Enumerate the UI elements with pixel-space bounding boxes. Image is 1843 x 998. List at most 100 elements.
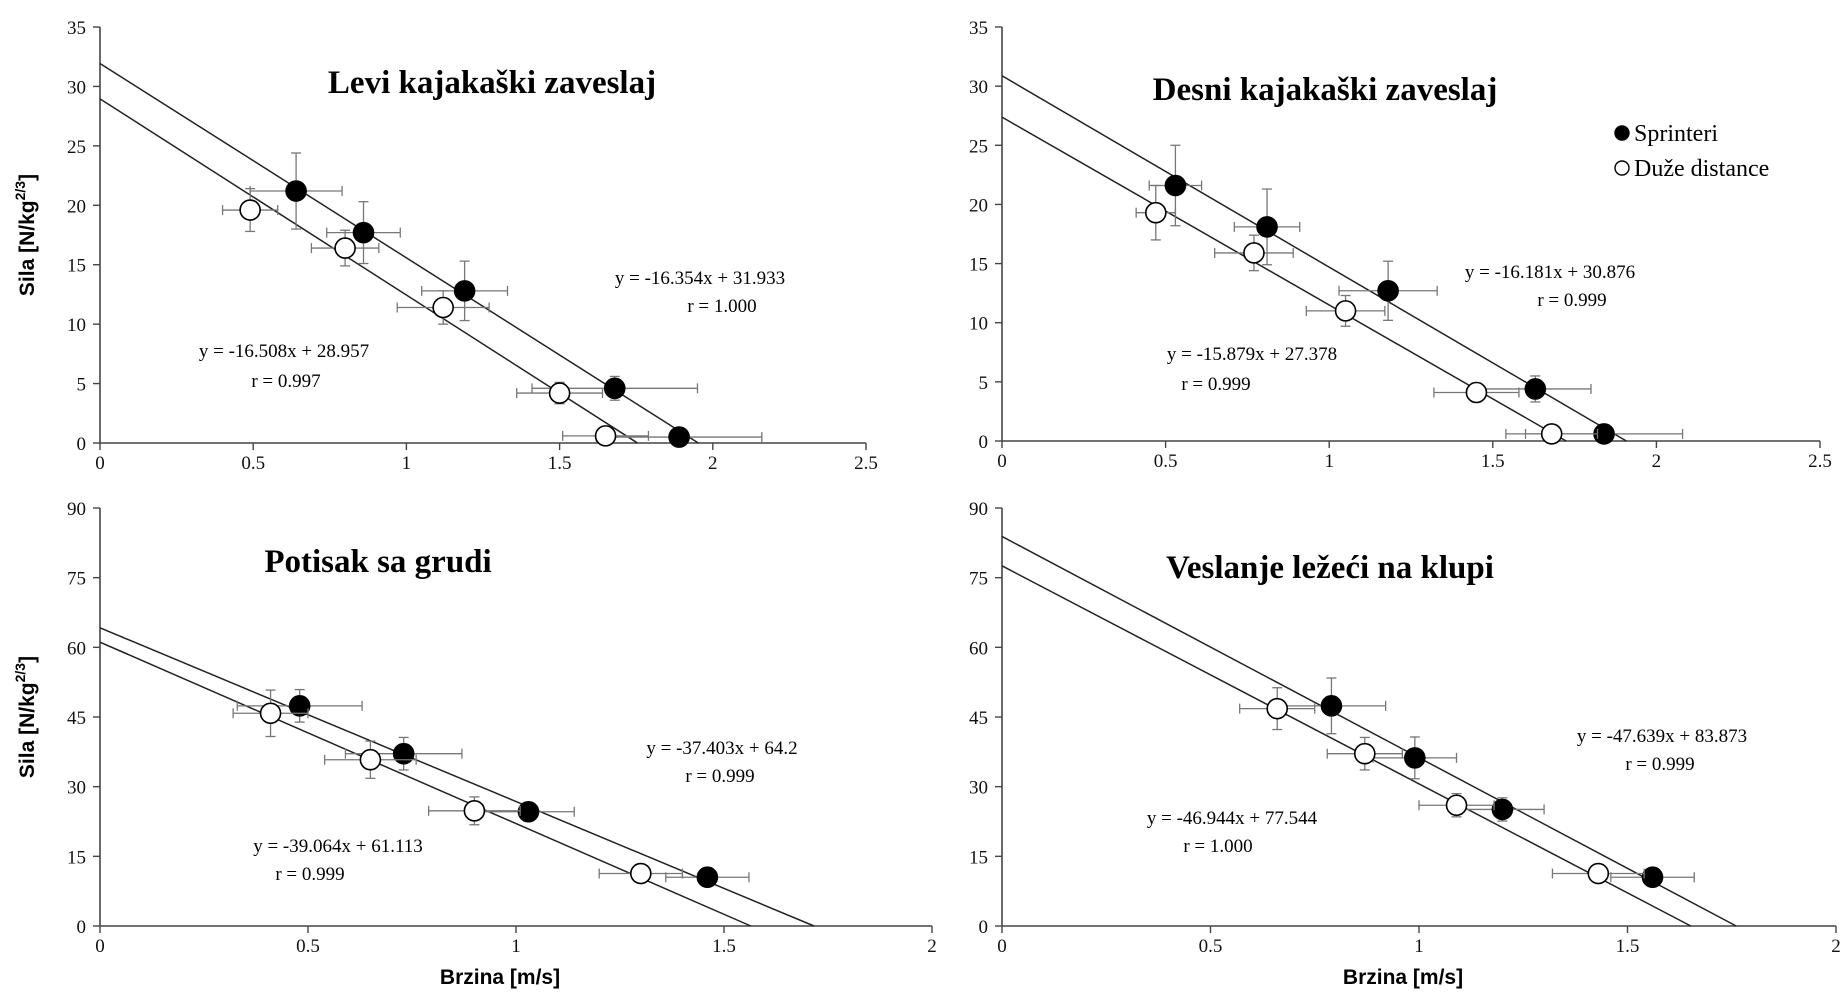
y-tick-label: 25 [67,137,86,158]
y-tick-label: 25 [969,136,988,157]
y-tick-label: 45 [969,708,988,729]
y-axis-label: Sila [N/kg2/3] [12,174,39,296]
fit-line-sprinteri [99,62,699,444]
regression-equation: y = -39.064x + 61.113 [253,836,423,857]
data-point-duze-distance [1587,862,1610,885]
fit-line-duze-distance [1001,565,1692,927]
fit-line-duze-distance [99,98,638,444]
chart-title: Potisak sa grudi [264,544,491,580]
data-point-sprinteri [517,800,540,823]
y-tick-label: 0 [979,432,989,453]
y-tick-label: 75 [969,569,988,590]
x-tick-label: 1.5 [1616,936,1640,957]
y-axis-label-superscript: 2/3 [12,663,28,683]
y-tick-label: 10 [67,315,86,336]
data-point-sprinteri [453,280,476,302]
y-tick-label: 30 [67,778,86,799]
y-tick-label: 90 [67,499,86,520]
x-tick-label: 2.5 [854,453,878,474]
x-axis-label: Brzina [m/s] [440,966,560,989]
x-tick-label: 0 [95,453,105,474]
y-tick-label: 15 [67,256,86,277]
x-tick-label: 2 [1652,451,1662,472]
x-tick-label: 0.5 [1199,936,1223,957]
chart-panel-3: 0 0.5 1 1.5 2 0 15 30 45 60 75 90 Potisak sa grudi Br… [12,499,937,989]
data-point-sprinteri [1524,378,1547,400]
data-point-sprinteri [392,742,415,765]
x-tick-label: 1.5 [548,453,572,474]
y-tick-label: 0 [77,917,87,938]
x-tick-label: 2.5 [1808,451,1832,472]
y-tick-label: 15 [969,847,988,868]
data-point-sprinteri [1164,174,1187,197]
data-point-sprinteri [668,426,690,448]
data-point-duze-distance [259,702,282,725]
y-axis-label-main: Sila [N/kg [16,682,39,778]
data-point-sprinteri [1404,747,1426,769]
y-tick-label: 45 [67,708,86,729]
data-point-duze-distance [594,425,617,447]
chart-title: Desni kajakaški zaveslaj [1153,72,1498,108]
y-tick-label: 90 [969,499,988,520]
y-tick-label: 35 [969,18,988,39]
data-point-sprinteri [1377,279,1399,302]
data-point-duze-distance [334,237,356,259]
correlation-coefficient: r = 0.997 [251,371,320,392]
regression-equation: y = -37.403x + 64.2 [646,738,797,759]
data-point-duze-distance [1243,242,1265,264]
y-tick-label: 15 [67,847,86,868]
x-tick-label: 0 [95,936,105,957]
y-tick-label: 20 [67,196,86,217]
data-point-sprinteri [288,695,311,717]
y-tick-label: 10 [969,314,988,335]
x-axis-label: Brzina [m/s] [1343,966,1463,989]
fit-line-sprinteri [1001,535,1737,927]
y-tick-label: 60 [67,638,86,659]
y-tick-label: 15 [969,255,988,276]
y-axis-label-superscript: 2/3 [12,181,28,201]
legend-marker-sprinteri [1614,125,1630,141]
y-tick-label: 5 [979,373,989,394]
regression-equation: y = -16.508x + 28.957 [199,341,369,362]
x-tick-label: 0 [997,451,1007,472]
data-point-duze-distance [1353,742,1376,765]
regression-equation: y = -15.879x + 27.378 [1167,344,1337,365]
data-point-sprinteri [603,377,626,400]
data-point-duze-distance [548,382,571,404]
x-tick-label: 0 [997,936,1007,957]
data-point-sprinteri [696,866,719,889]
chart-panel-1: 0 0.5 1 1.5 2 2.5 0 5 10 15 20 25 30 35 Levi kajakaški… [12,18,878,474]
x-tick-label: 1 [1414,936,1424,957]
legend: Sprinteri Duže distance [1614,121,1769,182]
data-point-duze-distance [1465,381,1488,404]
data-point-sprinteri [285,180,307,202]
y-tick-label: 75 [67,569,86,590]
data-point-sprinteri [1641,866,1664,889]
x-tick-label: 0.5 [1154,451,1178,472]
y-tick-label: 60 [969,638,988,659]
y-tick-label: 0 [979,917,989,938]
y-axis-label-end: ] [16,174,39,181]
data-point-duze-distance [1266,697,1289,720]
x-tick-label: 1 [1324,451,1334,472]
regression-equation: y = -47.639x + 83.873 [1577,726,1747,747]
chart-panel-2: 0 0.5 1 1.5 2 2.5 0 5 10 15 20 25 30 35 Desni kajakašk… [969,18,1832,472]
chart-title: Levi kajakaški zaveslaj [328,65,656,101]
fit-line-sprinteri [99,627,815,927]
data-point-duze-distance [359,748,382,771]
correlation-coefficient: r = 1.000 [687,296,756,317]
data-point-duze-distance [432,296,454,319]
regression-equation: y = -16.354x + 31.933 [615,268,785,289]
data-point-duze-distance [629,862,652,885]
correlation-coefficient: r = 0.999 [1537,290,1606,311]
data-point-duze-distance [1540,423,1563,445]
x-tick-label: 2 [1831,936,1841,957]
y-axis-label-end: ] [16,656,39,663]
correlation-coefficient: r = 0.999 [1181,374,1250,395]
correlation-coefficient: r = 0.999 [685,766,754,787]
x-tick-label: 1.5 [712,936,736,957]
regression-equation: y = -46.944x + 77.544 [1147,808,1318,829]
data-point-duze-distance [1334,300,1357,322]
data-point-sprinteri [1491,798,1514,821]
